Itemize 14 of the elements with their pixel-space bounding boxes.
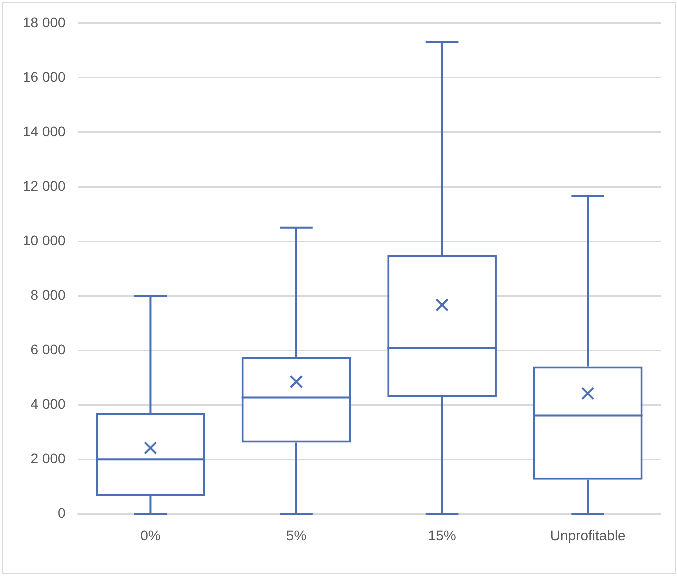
y-tick-label: 14 000 [22, 123, 66, 140]
y-tick-label: 0 [58, 505, 66, 522]
y-tick-label: 4 000 [30, 396, 66, 412]
y-tick-label: 12 000 [22, 178, 66, 194]
x-tick-label: 0% [140, 527, 161, 544]
y-tick-label: 8 000 [30, 286, 66, 303]
y-tick-label: 6 000 [30, 341, 66, 358]
y-tick-label: 16 000 [22, 68, 66, 85]
y-tick-label: 10 000 [22, 232, 66, 248]
x-tick-label: Unprofitable [550, 527, 626, 544]
x-tick-label: 15% [428, 527, 456, 544]
x-tick-label: 5% [286, 527, 307, 544]
y-tick-label: 2 000 [30, 450, 66, 467]
y-tick-label: 18 000 [22, 14, 66, 30]
